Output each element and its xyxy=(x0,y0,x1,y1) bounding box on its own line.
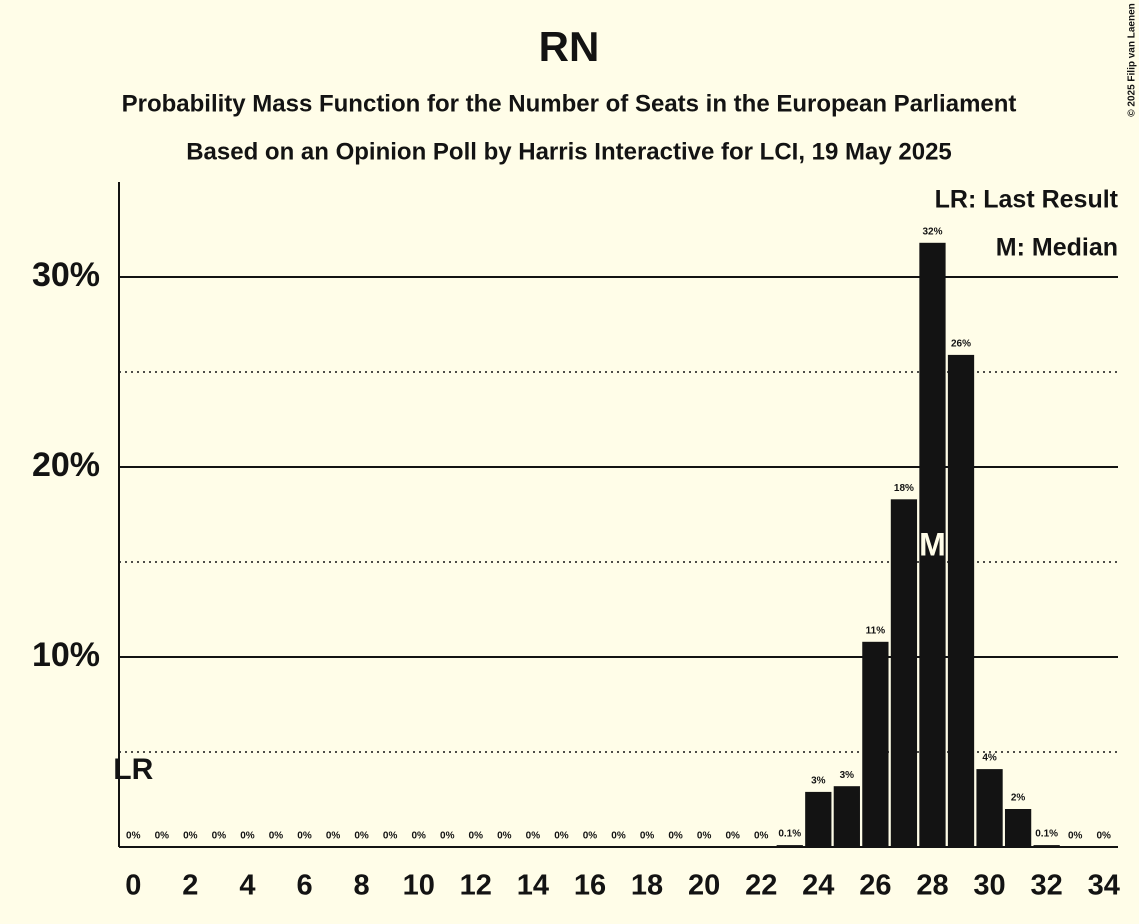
x-tick-label: 18 xyxy=(631,870,663,902)
legend-entry: M: Median xyxy=(996,234,1118,262)
value-label: 0% xyxy=(1068,831,1083,842)
value-label: 0% xyxy=(354,831,369,842)
copyright: © 2025 Filip van Laenen xyxy=(1127,3,1138,117)
value-label: 0.1% xyxy=(778,829,801,840)
bar xyxy=(1033,845,1060,847)
y-tick-label: 10% xyxy=(32,636,100,674)
value-label: 0% xyxy=(583,831,598,842)
value-label: 0% xyxy=(155,831,170,842)
value-label: 0% xyxy=(183,831,198,842)
value-label: 0% xyxy=(725,831,740,842)
value-label: 0% xyxy=(269,831,284,842)
value-label: 3% xyxy=(811,776,826,787)
value-label: 0% xyxy=(383,831,398,842)
value-label: 0% xyxy=(554,831,569,842)
value-label: 0% xyxy=(411,831,426,842)
x-tick-label: 14 xyxy=(517,870,549,902)
x-tick-label: 22 xyxy=(745,870,777,902)
value-label: 0% xyxy=(754,831,769,842)
value-label: 3% xyxy=(840,770,855,781)
x-tick-label: 32 xyxy=(1031,870,1063,902)
x-tick-label: 30 xyxy=(973,870,1005,902)
value-label: 0% xyxy=(326,831,341,842)
y-tick-label: 20% xyxy=(32,446,100,484)
bar xyxy=(862,641,889,847)
y-tick-label: 30% xyxy=(32,256,100,294)
value-label: 0% xyxy=(440,831,455,842)
value-label: 2% xyxy=(1011,793,1026,804)
value-label: 0% xyxy=(297,831,312,842)
value-label: 0% xyxy=(526,831,541,842)
value-label: 0% xyxy=(640,831,655,842)
value-label: 18% xyxy=(894,483,914,494)
value-label: 26% xyxy=(951,339,971,350)
legend-entry: LR: Last Result xyxy=(935,186,1119,214)
x-tick-label: 6 xyxy=(296,870,312,902)
x-tick-label: 24 xyxy=(802,870,834,902)
value-label: 0% xyxy=(697,831,712,842)
value-label: 0% xyxy=(668,831,683,842)
value-label: 0.1% xyxy=(1035,829,1058,840)
value-label: 0% xyxy=(1097,831,1112,842)
value-label: 0% xyxy=(469,831,484,842)
x-tick-label: 4 xyxy=(239,870,255,902)
bar xyxy=(833,786,860,847)
bar xyxy=(1004,809,1032,847)
bar xyxy=(976,769,1003,847)
bar xyxy=(776,845,803,847)
last-result-marker: LR xyxy=(113,753,153,786)
x-tick-label: 28 xyxy=(916,870,948,902)
bar xyxy=(805,791,832,847)
bar xyxy=(890,499,918,847)
x-tick-label: 26 xyxy=(859,870,891,902)
chart-subtitle: Based on an Opinion Poll by Harris Inter… xyxy=(186,138,952,165)
x-tick-label: 0 xyxy=(125,870,141,902)
value-label: 0% xyxy=(240,831,255,842)
x-tick-label: 12 xyxy=(460,870,492,902)
value-label: 0% xyxy=(611,831,626,842)
value-label: 4% xyxy=(982,753,997,764)
x-tick-label: 34 xyxy=(1088,870,1120,902)
value-label: 0% xyxy=(497,831,512,842)
x-tick-label: 20 xyxy=(688,870,720,902)
chart-title: RN xyxy=(539,23,600,70)
x-tick-label: 10 xyxy=(403,870,435,902)
value-label: 0% xyxy=(126,831,141,842)
bar xyxy=(947,354,975,847)
x-tick-label: 2 xyxy=(182,870,198,902)
x-tick-label: 8 xyxy=(354,870,370,902)
median-marker: M xyxy=(919,526,946,562)
value-label: 0% xyxy=(212,831,227,842)
value-label: 11% xyxy=(866,625,886,636)
value-label: 32% xyxy=(922,226,942,237)
chart-subtitle: Probability Mass Function for the Number… xyxy=(122,90,1017,117)
x-tick-label: 16 xyxy=(574,870,606,902)
bar xyxy=(919,242,946,848)
